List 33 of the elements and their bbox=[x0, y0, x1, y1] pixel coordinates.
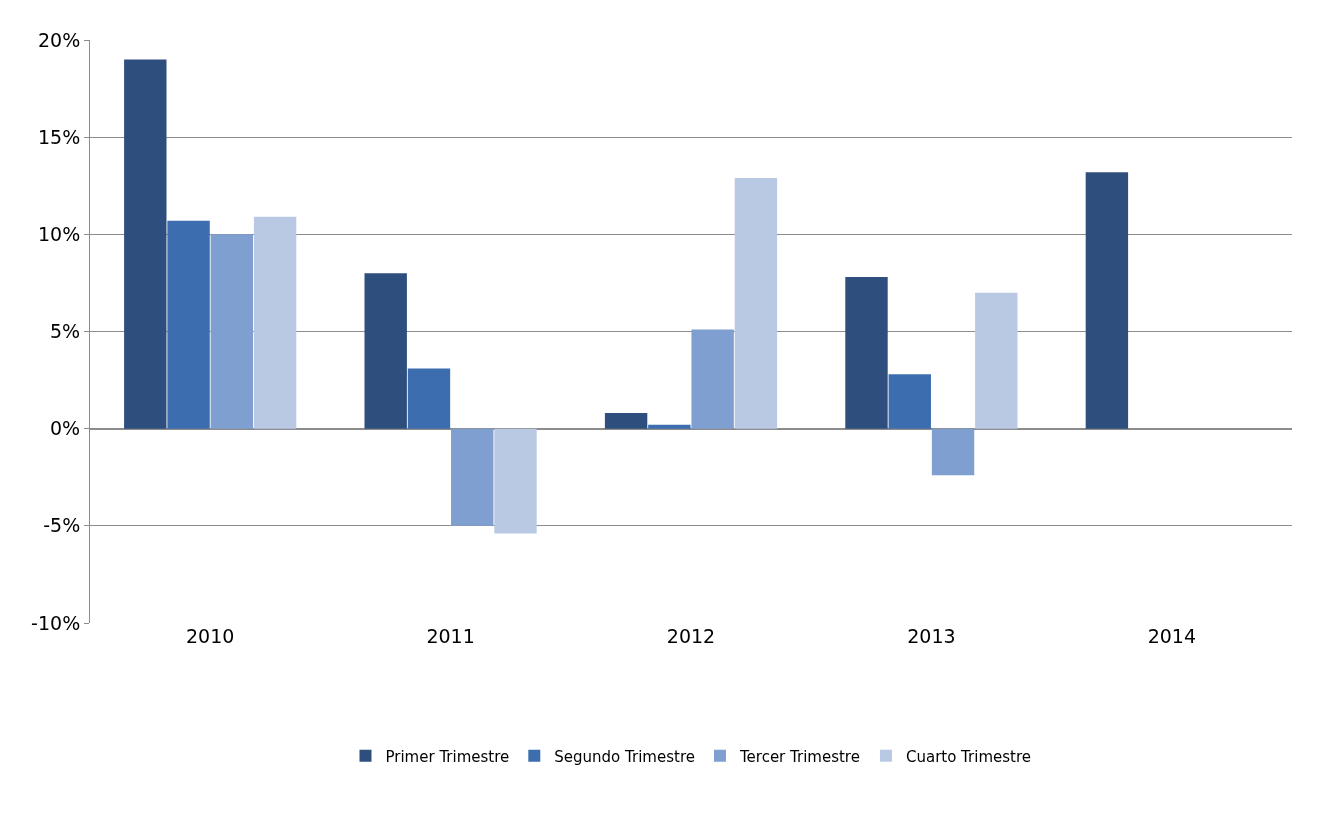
bar bbox=[167, 220, 210, 429]
legend-label: Segundo Trimestre bbox=[554, 747, 695, 766]
bar bbox=[604, 413, 648, 429]
x-tick-label: 2012 bbox=[666, 625, 716, 647]
bar bbox=[451, 428, 494, 526]
bar bbox=[691, 329, 734, 429]
bar bbox=[364, 273, 407, 429]
y-tick-label: 20% bbox=[37, 28, 81, 51]
y-tick-label: 0% bbox=[50, 417, 81, 440]
bar bbox=[734, 177, 778, 429]
bar bbox=[210, 234, 254, 429]
y-tick-label: 5% bbox=[50, 320, 81, 343]
bar bbox=[845, 277, 888, 429]
bar bbox=[407, 368, 451, 429]
x-tick-label: 2010 bbox=[186, 625, 235, 647]
bar bbox=[124, 59, 167, 429]
legend-label: Tercer Trimestre bbox=[738, 747, 860, 766]
bar bbox=[494, 428, 537, 534]
y-tick-label: 15% bbox=[37, 125, 81, 148]
bar bbox=[1085, 172, 1129, 429]
legend-label: Cuarto Trimestre bbox=[905, 747, 1032, 766]
bar bbox=[648, 424, 691, 429]
y-tick-label: -5% bbox=[43, 514, 81, 537]
x-tick-label: 2011 bbox=[426, 625, 475, 647]
y-tick-label: 10% bbox=[37, 222, 81, 245]
bar bbox=[975, 292, 1018, 429]
legend-label: Primer Trimestre bbox=[385, 747, 510, 766]
bar bbox=[888, 374, 931, 429]
bar bbox=[253, 216, 297, 429]
x-tick-label: 2014 bbox=[1147, 625, 1196, 647]
y-tick-label: -10% bbox=[31, 611, 81, 634]
bar bbox=[931, 428, 975, 476]
x-tick-label: 2013 bbox=[907, 625, 956, 647]
